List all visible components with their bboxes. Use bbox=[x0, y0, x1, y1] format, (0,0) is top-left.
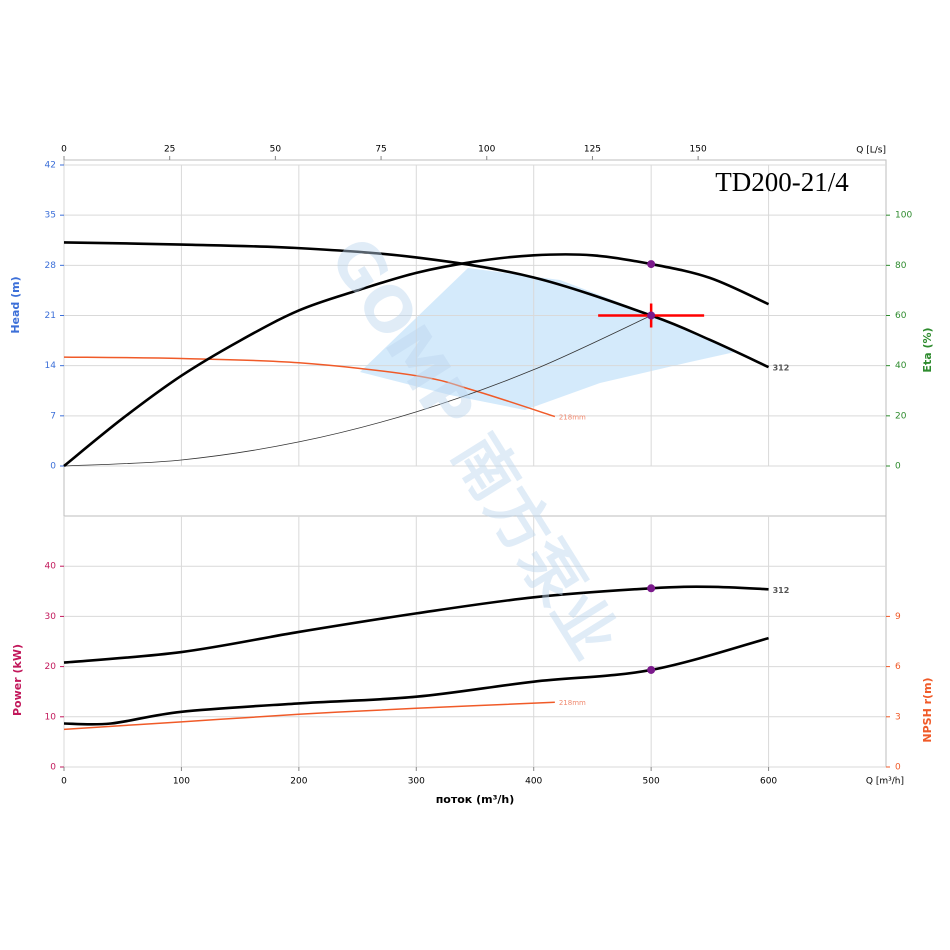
operating-point bbox=[647, 260, 656, 269]
y-tick-label: 30 bbox=[45, 612, 57, 622]
y-tick-label: 40 bbox=[45, 562, 57, 572]
y2-tick-label: 100 bbox=[895, 211, 912, 221]
y2-tick-label: 20 bbox=[895, 411, 907, 421]
y-tick-label: 20 bbox=[45, 662, 57, 672]
curve-label: 312 bbox=[773, 586, 790, 595]
curve-label: 312 bbox=[773, 364, 790, 373]
x-tick-label: 300 bbox=[408, 777, 425, 787]
y-tick-label: 7 bbox=[50, 411, 56, 421]
x-tick-label: 0 bbox=[61, 777, 67, 787]
x2-tick-label: 50 bbox=[270, 145, 282, 155]
y2-axis-label: NPSH r(m) bbox=[921, 677, 934, 742]
x2-tick-label: 125 bbox=[584, 145, 601, 155]
curve bbox=[63, 315, 652, 467]
operating-point bbox=[647, 665, 656, 674]
y2-tick-label: 40 bbox=[895, 361, 907, 371]
x2-axis-label: Q [L/s] bbox=[856, 146, 886, 156]
curve bbox=[63, 241, 770, 369]
x2-tick-label: 150 bbox=[690, 145, 707, 155]
y-tick-label: 10 bbox=[45, 712, 57, 722]
curve-label: 218mm bbox=[559, 414, 586, 422]
x2-tick-label: 100 bbox=[478, 145, 495, 155]
y-axis-label: Head (m) bbox=[9, 276, 22, 333]
y2-tick-label: 60 bbox=[895, 311, 907, 321]
operating-point bbox=[647, 584, 656, 593]
curve-label: 218mm bbox=[559, 699, 586, 707]
y2-tick-label: 6 bbox=[895, 662, 901, 672]
y2-tick-label: 3 bbox=[895, 712, 901, 722]
y2-tick-label: 80 bbox=[895, 261, 907, 271]
x-axis-unit: Q [m³/h] bbox=[866, 777, 904, 787]
y-tick-label: 35 bbox=[45, 211, 56, 221]
x-tick-label: 100 bbox=[173, 777, 190, 787]
curve bbox=[63, 356, 556, 418]
y2-axis-label: Eta (%) bbox=[921, 327, 934, 372]
y2-tick-label: 0 bbox=[895, 462, 901, 472]
curve bbox=[63, 701, 555, 731]
y-tick-label: 0 bbox=[50, 763, 56, 773]
y2-tick-label: 9 bbox=[895, 612, 901, 622]
curve bbox=[63, 585, 769, 664]
x-axis-label: поток (m³/h) bbox=[436, 793, 515, 806]
x2-tick-label: 25 bbox=[164, 145, 175, 155]
y2-tick-label: 0 bbox=[895, 763, 901, 773]
y-tick-label: 42 bbox=[45, 161, 56, 171]
x-tick-label: 600 bbox=[760, 777, 777, 787]
x2-tick-label: 75 bbox=[375, 145, 386, 155]
x-tick-label: 200 bbox=[290, 777, 307, 787]
x2-tick-label: 0 bbox=[61, 145, 67, 155]
y-tick-label: 14 bbox=[45, 361, 57, 371]
y-tick-label: 28 bbox=[45, 261, 57, 271]
y-tick-label: 0 bbox=[50, 462, 56, 472]
operating-range bbox=[360, 268, 735, 410]
operating-point bbox=[647, 311, 656, 320]
x-tick-label: 500 bbox=[643, 777, 660, 787]
y-axis-label: Power (kW) bbox=[11, 644, 24, 716]
x-tick-label: 400 bbox=[525, 777, 542, 787]
y-tick-label: 21 bbox=[45, 311, 56, 321]
chart-title: TD200-21/4 bbox=[715, 167, 849, 197]
